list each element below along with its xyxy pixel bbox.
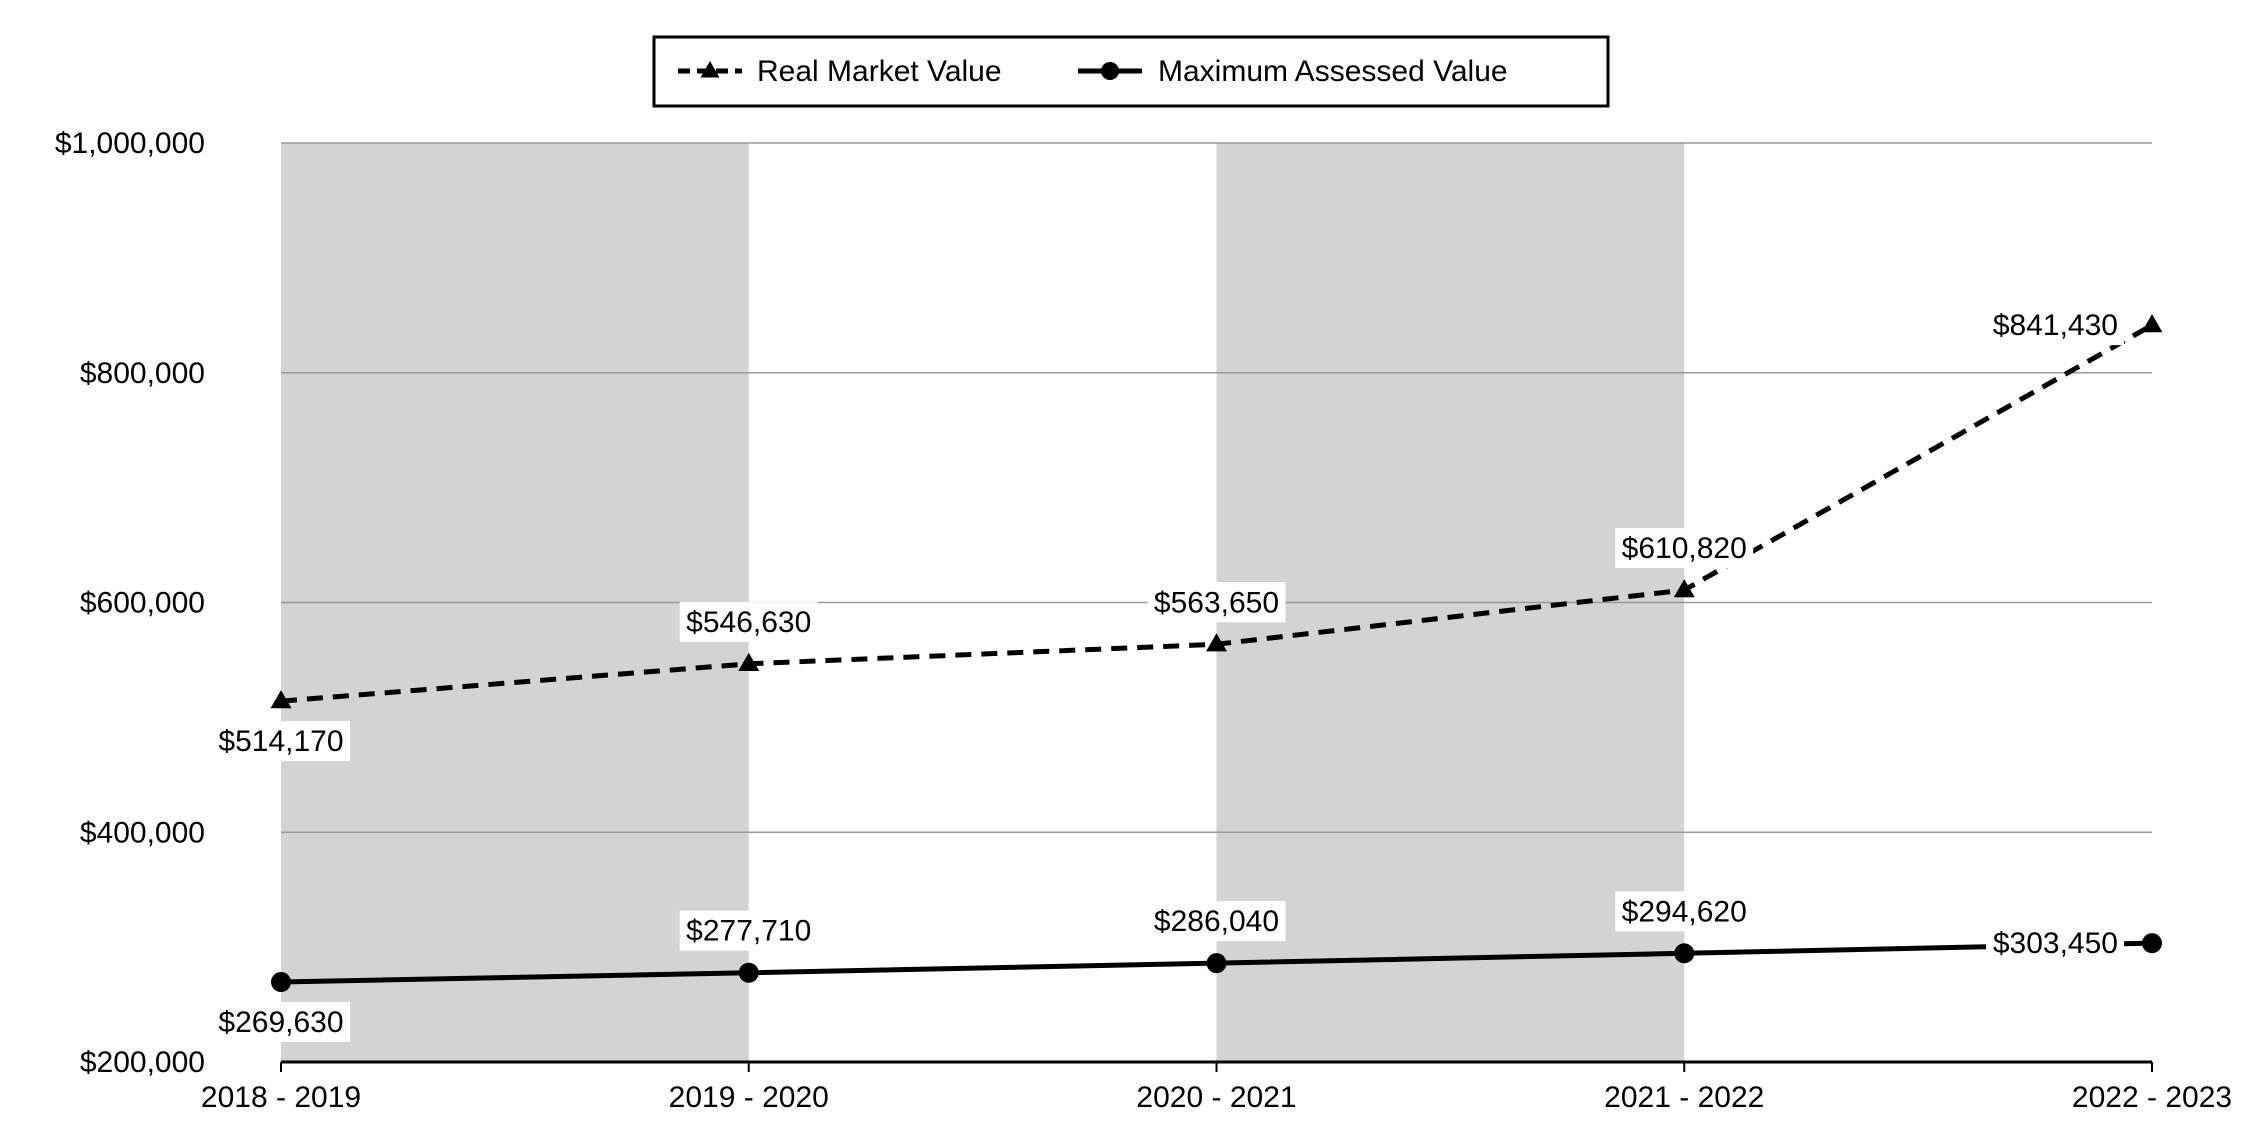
data-label-0-0: $514,170 [218, 725, 343, 758]
axes: $200,000 $400,000 $600,000 $800,000 $1,000,0… [55, 127, 2232, 1114]
y-tick-label-4: $1,000,000 [55, 127, 205, 160]
data-label-1-4: $303,450 [1993, 927, 2118, 960]
x-tick-label-2: 2020 - 2021 [1136, 1081, 1296, 1114]
data-label-0-3: $610,820 [1622, 532, 1747, 565]
legend-label-0: Real Market Value [757, 55, 1002, 88]
series-lines [270, 314, 2163, 993]
legend-swatch-marker-0 [700, 61, 720, 78]
legend: Real Market Value Maximum Assessed Value [652, 35, 1610, 108]
data-labels: $514,170 $546,630 $563,650 $610,820 $841,430… [212, 305, 2124, 1043]
y-tick-label-2: $600,000 [80, 587, 205, 620]
data-label-bg-0-2 [1147, 582, 1286, 623]
series-0-point-2 [1206, 633, 1227, 652]
series-1-point-0 [271, 972, 291, 993]
series-0-point-4 [2141, 314, 2163, 333]
data-label-bg-1-4 [1986, 923, 2124, 964]
data-label-bg-1-0 [212, 1002, 350, 1043]
x-tick-label-1: 2019 - 2020 [669, 1081, 829, 1114]
series-1-point-4 [2142, 933, 2162, 954]
data-label-bg-0-4 [1986, 305, 2124, 346]
data-label-bg-1-2 [1147, 901, 1286, 942]
series-0-point-1 [738, 652, 760, 671]
x-tick-label-3: 2021 - 2022 [1604, 1081, 1764, 1114]
data-label-0-1: $546,630 [686, 606, 811, 639]
data-label-bg-0-3 [1615, 528, 1754, 569]
data-label-bg-0-0 [212, 721, 350, 762]
data-label-1-3: $294,620 [1622, 895, 1747, 928]
data-label-0-4: $841,430 [1993, 309, 2118, 342]
y-tick-label-1: $400,000 [80, 816, 205, 849]
y-tick-label-3: $800,000 [80, 357, 205, 390]
x-tick-label-4: 2022 - 2023 [2072, 1081, 2232, 1114]
series-1-point-2 [1206, 953, 1227, 974]
data-label-1-0: $269,630 [218, 1006, 343, 1039]
legend-label-1: Maximum Assessed Value [1158, 55, 1508, 88]
data-label-1-2: $286,040 [1154, 905, 1279, 938]
data-label-0-2: $563,650 [1154, 586, 1279, 619]
data-label-1-1: $277,710 [686, 915, 811, 948]
data-label-bg-1-1 [679, 910, 818, 951]
series-0-point-3 [1673, 579, 1695, 598]
x-tick-label-0: 2018 - 2019 [201, 1081, 361, 1114]
series-1-point-1 [738, 962, 759, 983]
gridlines [281, 142, 2152, 833]
legend-swatch-marker-1 [1101, 62, 1119, 80]
y-tick-label-0: $200,000 [80, 1046, 205, 1079]
series-1-point-3 [1674, 943, 1695, 964]
data-label-bg-1-3 [1615, 891, 1754, 932]
series-0-point-0 [270, 690, 292, 709]
data-label-bg-0-1 [679, 601, 818, 642]
